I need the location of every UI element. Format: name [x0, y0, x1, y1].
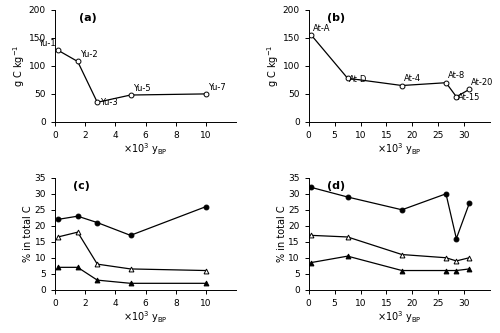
Text: At-4: At-4	[404, 74, 420, 83]
Y-axis label: g C kg$^{-1}$: g C kg$^{-1}$	[12, 45, 28, 87]
Text: Yu-5: Yu-5	[133, 84, 150, 93]
Text: At-15: At-15	[458, 93, 480, 102]
Text: At-D: At-D	[349, 75, 368, 84]
Text: Yu-7: Yu-7	[208, 83, 226, 92]
Y-axis label: % in total C: % in total C	[277, 205, 287, 262]
Text: At-A: At-A	[313, 25, 330, 34]
Text: (a): (a)	[78, 13, 96, 23]
Text: Yu-3: Yu-3	[100, 98, 117, 107]
Text: (c): (c)	[73, 181, 90, 191]
X-axis label: $\times$10$^{3}$ y$_{\mathrm{BP}}$: $\times$10$^{3}$ y$_{\mathrm{BP}}$	[377, 309, 422, 325]
Text: At-20: At-20	[471, 78, 493, 87]
Y-axis label: g C kg$^{-1}$: g C kg$^{-1}$	[266, 45, 281, 87]
Y-axis label: % in total C: % in total C	[23, 205, 33, 262]
Text: (b): (b)	[327, 13, 345, 23]
Text: Yu-1: Yu-1	[38, 39, 56, 48]
X-axis label: $\times$10$^{3}$ y$_{\mathrm{BP}}$: $\times$10$^{3}$ y$_{\mathrm{BP}}$	[124, 141, 168, 157]
Text: At-8: At-8	[448, 72, 465, 81]
X-axis label: $\times$10$^{3}$ y$_{\mathrm{BP}}$: $\times$10$^{3}$ y$_{\mathrm{BP}}$	[377, 141, 422, 157]
Text: (d): (d)	[327, 181, 345, 191]
Text: Yu-2: Yu-2	[80, 50, 98, 59]
X-axis label: $\times$10$^{3}$ y$_{\mathrm{BP}}$: $\times$10$^{3}$ y$_{\mathrm{BP}}$	[124, 309, 168, 325]
